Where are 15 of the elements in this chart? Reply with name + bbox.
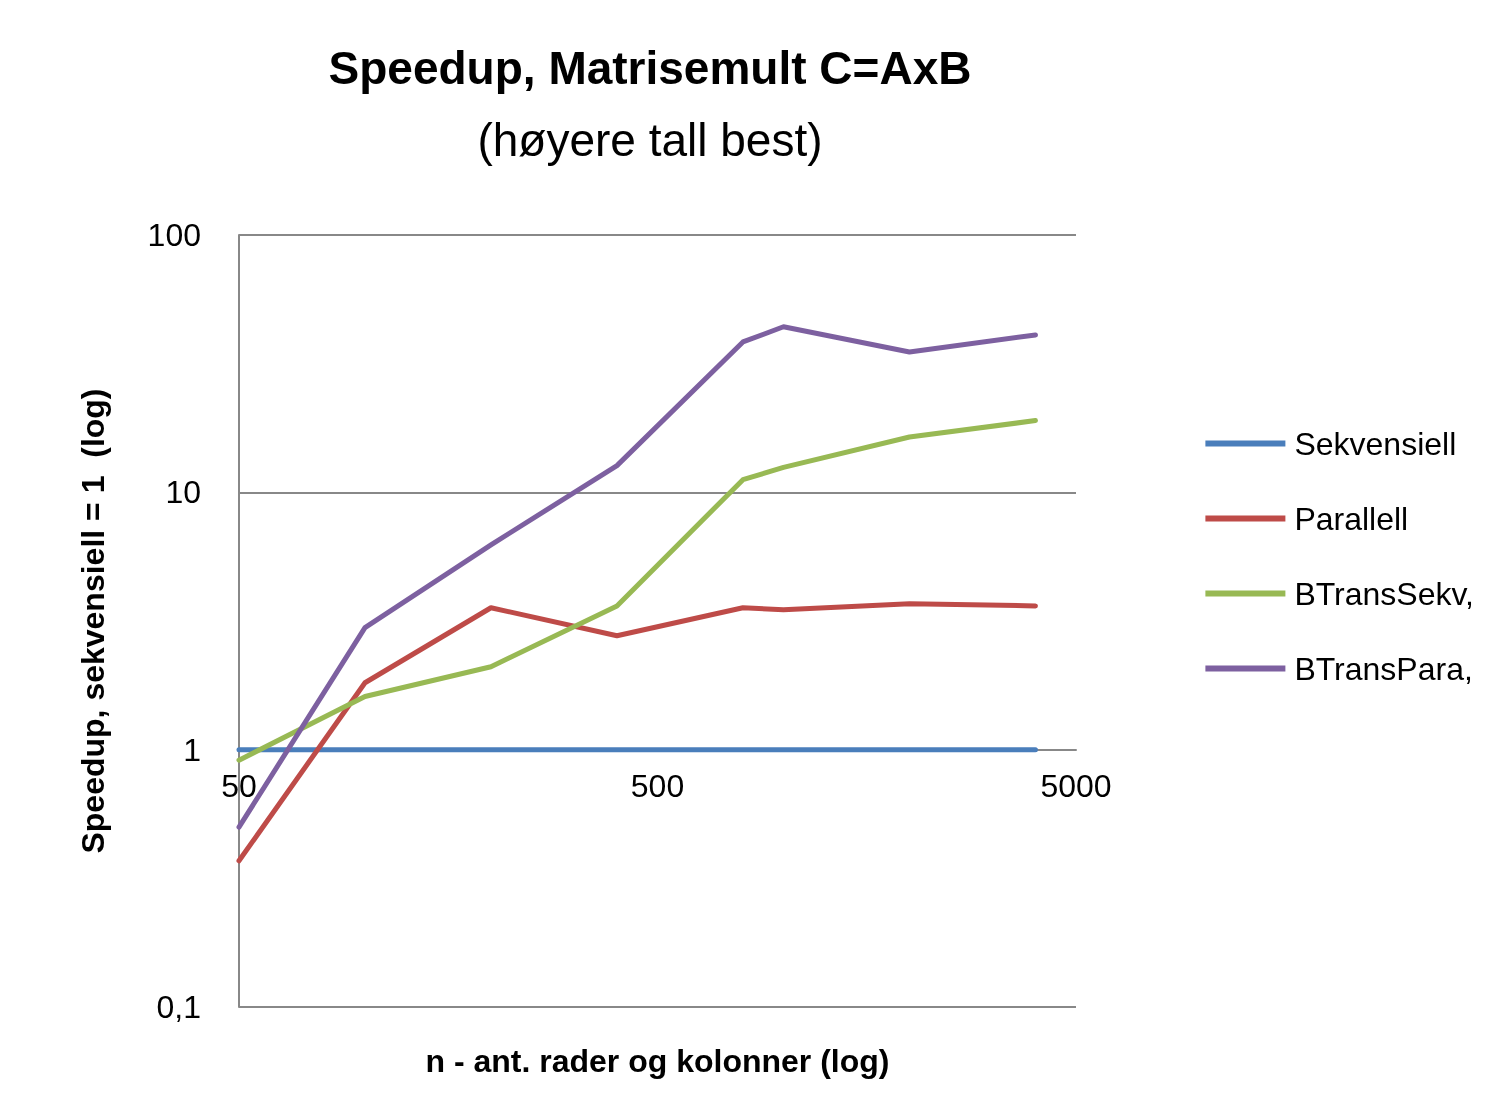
legend-label: Parallell	[1294, 500, 1409, 537]
y-tick-label: 100	[147, 217, 201, 253]
y-tick-label: 0,1	[156, 989, 201, 1025]
x-tick-label: 5000	[1040, 767, 1112, 804]
legend-label: Sekvensiell	[1294, 425, 1457, 462]
x-tick-label: 500	[630, 767, 685, 804]
chart-subtitle: (høyere tall best)	[477, 114, 823, 166]
x-axis-title: n - ant. rader og kolonner (log)	[425, 1043, 890, 1079]
legend-label: BTransPara,	[1294, 650, 1473, 687]
x-tick-label: 50	[221, 767, 257, 804]
legend-label: BTransSekv,	[1294, 575, 1474, 612]
chart-title: Speedup, Matrisemult C=AxB	[328, 42, 972, 94]
y-tick-label: 1	[183, 731, 201, 768]
y-tick-label: 10	[165, 474, 201, 511]
y-axis-title: Speedup, sekvensiell = 1 (log)	[75, 388, 111, 854]
